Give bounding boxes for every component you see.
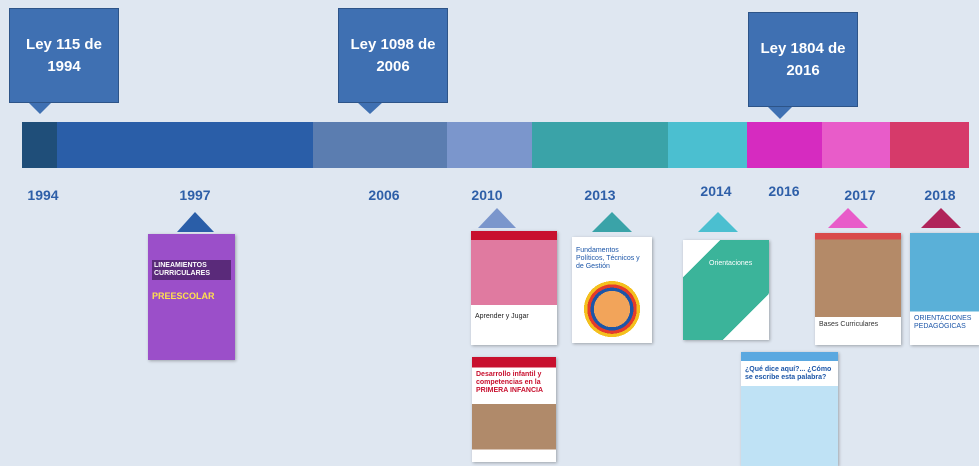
year-label: 1997 <box>179 187 211 203</box>
year-marker <box>828 208 868 228</box>
book-cover: Desarrollo infantil y competencias en la… <box>472 357 556 462</box>
book-cover: ORIENTACIONES PEDAGÓGICAS <box>910 233 979 345</box>
book-cover: LINEAMIENTOS CURRICULARES PREESCOLAR <box>148 234 235 360</box>
year-marker <box>478 208 516 228</box>
segment <box>668 122 747 168</box>
segment <box>822 122 890 168</box>
segment <box>532 122 668 168</box>
book-cover: Orientaciones <box>683 240 769 340</box>
callout-pointer <box>357 102 383 114</box>
year-label: 2016 <box>768 183 800 199</box>
book-cover: Fundamentos Políticos, Técnicos y de Ges… <box>572 237 652 343</box>
segment <box>57 122 313 168</box>
year-label: 2018 <box>924 187 956 203</box>
segment <box>890 122 969 168</box>
cover-title: ORIENTACIONES PEDAGÓGICAS <box>914 315 972 330</box>
year-marker <box>698 212 738 232</box>
year-label: 2017 <box>844 187 876 203</box>
law-callout: Ley 1098 de 2006 <box>338 8 448 103</box>
timeline-bar <box>22 122 969 168</box>
year-label: 1994 <box>27 187 59 203</box>
year-label: 2014 <box>700 183 732 199</box>
cover-title: ¿Qué dice aquí?... ¿Cómo se escribe esta… <box>745 366 832 381</box>
year-label: 2006 <box>368 187 400 203</box>
cover-title: Fundamentos Políticos, Técnicos y de Ges… <box>576 247 640 270</box>
year-marker <box>921 208 961 228</box>
cover-title: Aprender y Jugar <box>475 313 529 320</box>
segment <box>22 122 57 168</box>
book-cover: Aprender y Jugar <box>471 231 557 345</box>
callout-pointer <box>28 102 52 114</box>
year-label: 2013 <box>584 187 616 203</box>
segment <box>447 122 532 168</box>
book-cover: Bases Curriculares <box>815 233 901 345</box>
cover-subtitle: PREESCOLAR <box>152 291 215 301</box>
cover-title: Desarrollo infantil y competencias en la… <box>476 371 544 394</box>
year-label: 2010 <box>471 187 503 203</box>
law-callout: Ley 1804 de 2016 <box>748 12 858 107</box>
segment <box>313 122 447 168</box>
year-marker <box>177 212 214 232</box>
segment <box>747 122 822 168</box>
cover-title: Bases Curriculares <box>819 321 879 328</box>
cover-title: Orientaciones <box>709 260 753 267</box>
book-cover: ¿Qué dice aquí?... ¿Cómo se escribe esta… <box>741 352 838 466</box>
cover-title: LINEAMIENTOS CURRICULARES <box>152 260 231 280</box>
year-marker <box>592 212 632 232</box>
law-callout: Ley 115 de 1994 <box>9 8 119 103</box>
callout-pointer <box>767 106 793 119</box>
